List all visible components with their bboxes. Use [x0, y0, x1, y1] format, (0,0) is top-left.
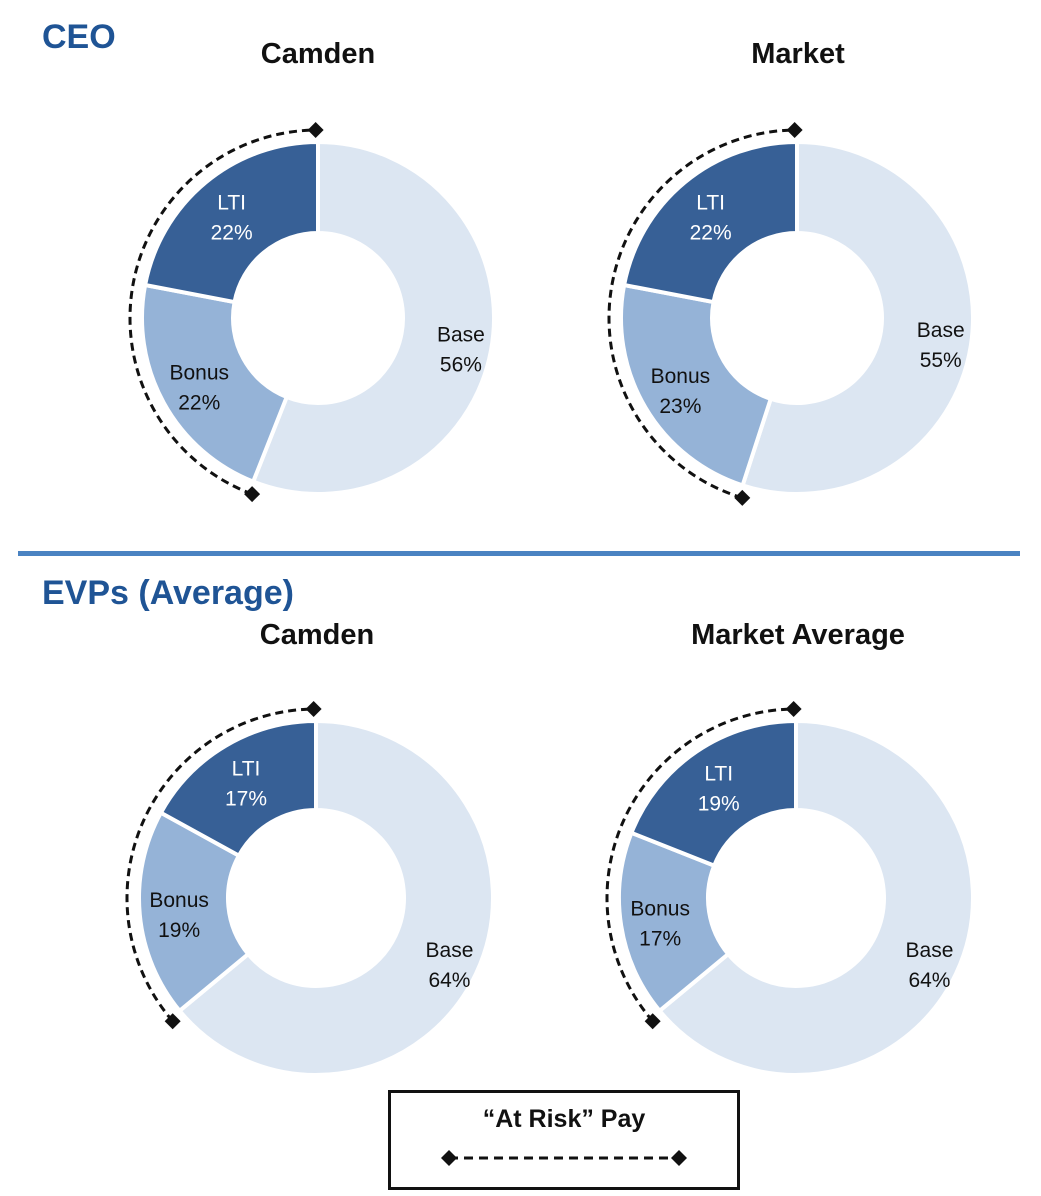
- slice-value-base: 55%: [920, 349, 962, 372]
- slice-bonus: [137, 810, 252, 1014]
- slice-label-base: Base: [906, 939, 954, 962]
- legend-diamond-left: [441, 1150, 457, 1166]
- chart-title-ceo-camden: Camden: [260, 38, 376, 70]
- at-risk-diamond-start: [244, 486, 261, 503]
- slice-value-lti: 17%: [225, 788, 267, 811]
- at-risk-diamond-start: [164, 1013, 181, 1030]
- slice-label-lti: LTI: [232, 758, 261, 781]
- slice-label-lti: LTI: [696, 192, 725, 215]
- at-risk-diamond-end: [307, 122, 324, 139]
- at-risk-arc: [128, 128, 316, 496]
- slice-bonus: [617, 830, 732, 1014]
- legend-box: “At Risk” Pay: [388, 1090, 740, 1190]
- chart-title-evp-camden: Camden: [259, 619, 375, 651]
- slice-value-lti: 22%: [211, 222, 253, 245]
- slice-label-base: Base: [917, 319, 965, 342]
- slice-value-bonus: 22%: [178, 391, 220, 414]
- at-risk-diamond-start: [734, 489, 751, 506]
- slice-value-bonus: 19%: [158, 919, 200, 942]
- slice-value-bonus: 17%: [639, 928, 681, 951]
- section-divider: [18, 551, 1020, 556]
- slice-value-lti: 22%: [690, 222, 732, 245]
- slice-label-bonus: Bonus: [630, 898, 690, 921]
- slice-label-bonus: Bonus: [169, 361, 229, 384]
- at-risk-arc: [125, 707, 314, 1023]
- slice-label-base: Base: [437, 323, 485, 346]
- at-risk-diamond-end: [785, 701, 802, 718]
- slice-base: [250, 139, 496, 496]
- at-risk-diamond-end: [305, 701, 322, 718]
- at-risk-diamond-end: [786, 122, 803, 139]
- slice-base: [176, 718, 495, 1077]
- slice-label-bonus: Bonus: [651, 365, 711, 388]
- legend-label: “At Risk” Pay: [482, 1105, 646, 1133]
- slice-base: [740, 139, 975, 496]
- slice-value-base: 64%: [908, 969, 950, 992]
- slice-value-base: 64%: [428, 969, 470, 992]
- at-risk-arc: [607, 128, 795, 500]
- donut-chart-ceo-market: Base 55% Bonus 23% LTI 22%: [607, 122, 975, 506]
- at-risk-arc: [605, 707, 794, 1023]
- slice-lti: [628, 718, 798, 869]
- slice-bonus: [619, 282, 774, 488]
- slice-lti: [158, 718, 318, 859]
- donut-chart-ceo-camden: Base 56% Bonus 22% LTI 22%: [128, 122, 496, 503]
- evp-section-title: EVPs (Average): [42, 574, 294, 612]
- slice-label-bonus: Bonus: [149, 889, 209, 912]
- ceo-section-title: CEO: [42, 18, 116, 56]
- legend-diamond-right: [671, 1150, 687, 1166]
- slice-value-base: 56%: [440, 353, 482, 376]
- legend-at-risk-line: [441, 1150, 687, 1166]
- slice-bonus: [140, 282, 290, 485]
- chart-title-evp-market-average: Market Average: [691, 619, 905, 651]
- slice-label-lti: LTI: [704, 762, 733, 785]
- slice-base: [656, 718, 975, 1077]
- slice-value-bonus: 23%: [659, 395, 701, 418]
- at-risk-diamond-start: [644, 1013, 661, 1030]
- slice-label-base: Base: [426, 939, 474, 962]
- slice-lti: [621, 139, 799, 305]
- slice-lti: [142, 139, 320, 305]
- chart-title-ceo-market: Market: [751, 38, 845, 70]
- slice-value-lti: 19%: [698, 792, 740, 815]
- slice-label-lti: LTI: [217, 192, 246, 215]
